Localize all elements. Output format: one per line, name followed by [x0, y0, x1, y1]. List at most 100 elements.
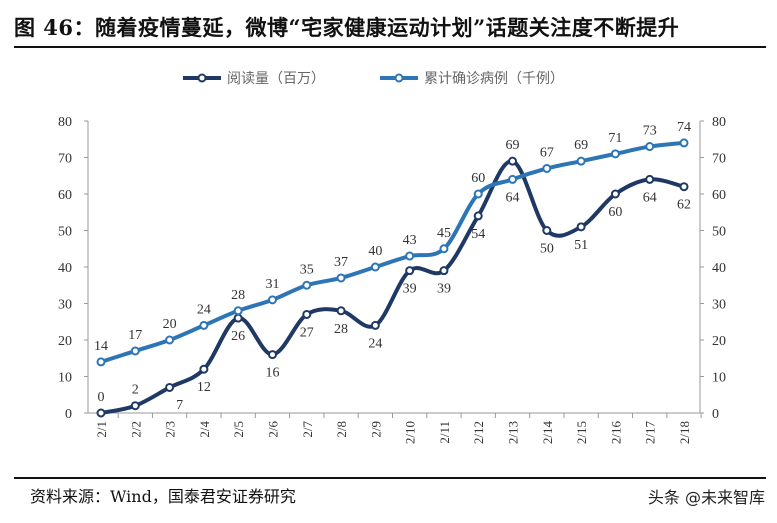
- x-tick-label: 2/7: [300, 421, 315, 438]
- series-line-0: [100, 159, 685, 415]
- x-tick-label: 2/16: [608, 421, 623, 445]
- data-point: [473, 189, 483, 199]
- x-tick-label: 2/11: [437, 421, 452, 444]
- data-point: [336, 273, 346, 283]
- data-point: [233, 313, 243, 323]
- data-point: [405, 251, 415, 261]
- data-label: 35: [300, 262, 314, 277]
- data-label: 43: [403, 233, 417, 248]
- footer-rule: [14, 477, 766, 479]
- data-label: 74: [677, 120, 691, 135]
- data-label: 37: [334, 255, 348, 270]
- data-label: 12: [197, 380, 211, 395]
- data-label: 60: [608, 205, 622, 220]
- data-label: 2: [132, 383, 139, 398]
- chart-title: 图 46：随着疫情蔓延，微博“宅家健康运动计划”话题关注度不断提升: [14, 15, 680, 40]
- data-point: [576, 156, 586, 166]
- x-tick-label: 2/12: [471, 421, 486, 444]
- left-tick-label: 70: [58, 152, 72, 167]
- data-label: 62: [677, 198, 691, 213]
- x-tick-label: 2/2: [128, 421, 143, 438]
- right-tick-label: 0: [712, 407, 719, 422]
- data-label: 0: [98, 390, 105, 405]
- data-label: 64: [506, 190, 520, 205]
- data-point: [679, 182, 689, 192]
- data-label: 54: [471, 227, 485, 242]
- title-rule: [14, 46, 766, 48]
- data-label: 39: [403, 282, 417, 297]
- watermark: 头条 @未来智库: [647, 488, 765, 507]
- data-point: [165, 382, 175, 392]
- right-tick-label: 40: [712, 261, 726, 276]
- data-label: 69: [506, 138, 520, 153]
- x-tick-label: 2/10: [403, 421, 418, 444]
- data-point: [267, 350, 277, 360]
- data-point: [542, 226, 552, 235]
- right-tick-label: 80: [712, 115, 726, 130]
- right-tick-label: 60: [712, 188, 726, 203]
- data-point: [439, 244, 449, 254]
- data-label: 20: [163, 317, 177, 332]
- left-tick-label: 60: [58, 188, 72, 203]
- data-point: [165, 335, 175, 345]
- data-point: [645, 174, 655, 184]
- data-label: 39: [437, 282, 451, 297]
- x-tick-label: 2/9: [368, 421, 383, 438]
- data-label: 17: [128, 328, 142, 343]
- data-label: 7: [176, 398, 183, 413]
- data-point: [370, 320, 380, 330]
- legend-label: 阅读量（百万）: [227, 70, 325, 87]
- right-tick-label: 50: [712, 225, 726, 240]
- data-point: [679, 138, 689, 148]
- data-point: [233, 306, 243, 316]
- x-tick-label: 2/5: [231, 421, 246, 438]
- data-point: [302, 309, 312, 319]
- data-label: 69: [574, 138, 588, 153]
- data-label: 26: [231, 329, 245, 344]
- x-tick-label: 2/1: [94, 421, 109, 438]
- left-tick-label: 40: [58, 261, 72, 276]
- legend-swatch-marker: [197, 73, 207, 83]
- data-label: 16: [265, 366, 279, 381]
- data-label: 28: [334, 322, 348, 337]
- data-label: 50: [540, 242, 554, 257]
- legend-swatch-marker: [394, 73, 404, 83]
- legend-label: 累计确诊病例（千例）: [424, 71, 564, 87]
- data-label: 51: [574, 238, 588, 253]
- data-label: 27: [300, 325, 314, 340]
- data-label: 24: [197, 302, 211, 317]
- data-label: 71: [608, 131, 622, 146]
- x-tick-label: 2/4: [197, 421, 212, 438]
- data-point: [473, 211, 483, 221]
- right-tick-label: 70: [712, 152, 726, 167]
- left-tick-label: 30: [58, 298, 72, 313]
- data-point: [130, 346, 140, 356]
- data-point: [576, 222, 586, 232]
- x-tick-label: 2/6: [265, 421, 280, 438]
- x-tick-label: 2/15: [574, 421, 589, 444]
- data-label: 45: [437, 226, 451, 241]
- data-point: [610, 189, 620, 199]
- data-label: 24: [368, 336, 382, 351]
- data-point: [130, 401, 140, 411]
- source-note: 资料来源：Wind，国泰君安证券研究: [30, 487, 296, 506]
- data-label: 67: [540, 145, 554, 160]
- right-tick-label: 30: [712, 298, 726, 313]
- data-label: 28: [231, 288, 245, 303]
- x-tick-label: 2/3: [163, 421, 178, 438]
- data-label: 73: [643, 124, 657, 139]
- right-tick-label: 10: [712, 371, 726, 386]
- left-tick-label: 20: [58, 334, 72, 349]
- x-tick-label: 2/17: [643, 421, 658, 445]
- x-tick-label: 2/8: [334, 421, 349, 438]
- data-point: [267, 295, 277, 305]
- x-tick-label: 2/14: [540, 421, 555, 445]
- left-tick-label: 50: [58, 225, 72, 240]
- data-label: 14: [94, 339, 108, 354]
- data-point: [370, 262, 380, 272]
- x-tick-label: 2/18: [677, 421, 692, 444]
- data-point: [508, 174, 518, 184]
- data-point: [405, 266, 415, 276]
- x-tick-label: 2/13: [506, 421, 521, 444]
